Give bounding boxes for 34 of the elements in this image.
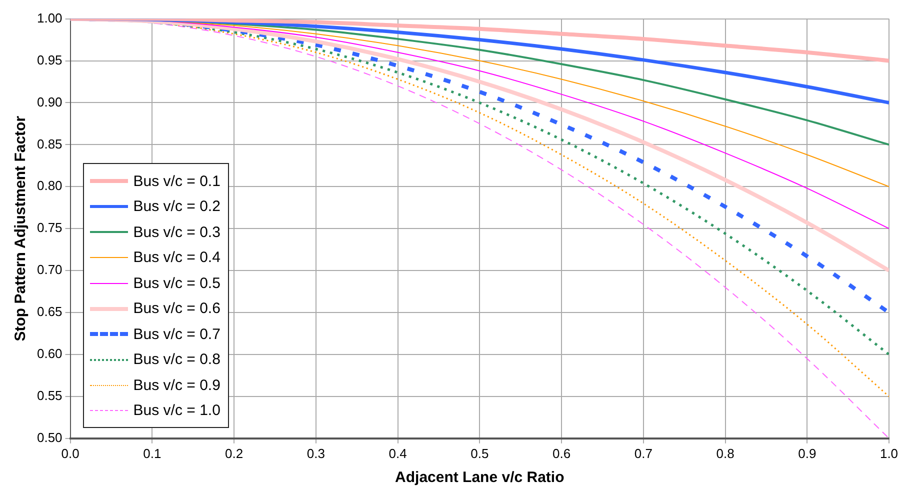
legend-label: Bus v/c = 0.3 <box>133 224 220 241</box>
y-tick-label: 0.50 <box>36 430 62 445</box>
legend-label: Bus v/c = 0.6 <box>133 300 220 318</box>
y-tick-label: 0.65 <box>36 304 62 320</box>
y-tick-label: 0.55 <box>36 388 62 404</box>
y-tick-label: 0.95 <box>36 52 62 68</box>
y-axis-title: Stop Pattern Adjustment Factor <box>12 116 30 342</box>
x-tick-label: 0.4 <box>388 446 407 461</box>
legend-label: Bus v/c = 0.1 <box>133 172 220 190</box>
x-tick-label: 1.0 <box>880 446 898 461</box>
y-tick-label: 0.70 <box>36 262 62 278</box>
legend-label: Bus v/c = 0.4 <box>133 249 220 266</box>
x-tick-label: 0.0 <box>61 446 80 461</box>
legend-label: Bus v/c = 0.5 <box>133 274 220 292</box>
y-tick-label: 0.80 <box>36 178 62 194</box>
y-tick-label: 0.75 <box>36 220 62 236</box>
x-tick-label: 0.2 <box>225 446 244 461</box>
legend-label: Bus v/c = 1.0 <box>133 402 220 420</box>
legend-label: Bus v/c = 0.7 <box>133 326 220 343</box>
y-tick-label: 0.90 <box>36 94 62 110</box>
x-tick-label: 0.8 <box>716 446 734 461</box>
x-tick-label: 0.3 <box>306 446 325 461</box>
legend-label: Bus v/c = 0.2 <box>133 198 220 216</box>
legend-label: Bus v/c = 0.8 <box>133 351 220 368</box>
x-tick-label: 0.9 <box>798 446 816 461</box>
y-tick-label: 0.85 <box>36 136 62 152</box>
x-axis-title: Adjacent Lane v/c Ratio <box>395 469 564 486</box>
y-tick-label: 0.60 <box>36 346 62 362</box>
y-tick-label: 1.00 <box>36 10 62 26</box>
legend-label: Bus v/c = 0.9 <box>133 376 220 394</box>
x-tick-label: 0.6 <box>552 446 571 461</box>
x-tick-label: 0.1 <box>143 446 162 461</box>
x-tick-label: 0.5 <box>470 446 489 461</box>
x-tick-label: 0.7 <box>634 446 652 461</box>
